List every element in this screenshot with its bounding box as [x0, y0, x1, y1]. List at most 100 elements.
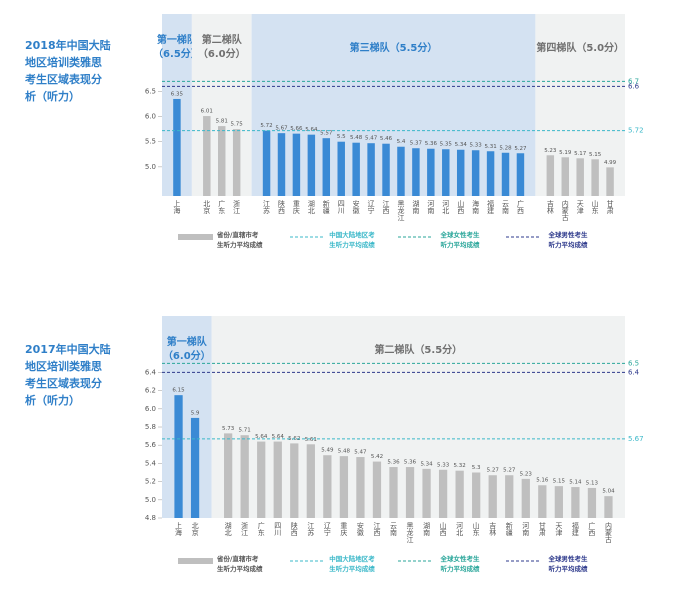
side-title: 2018年中国大陆: [25, 38, 111, 52]
legend-label: 听力平均成绩: [441, 564, 481, 573]
x-tick-label: 吉林: [546, 200, 554, 215]
value-label: 5.27: [487, 468, 500, 474]
reference-label: 6.4: [628, 368, 640, 376]
tier-score: （5.5分）: [414, 343, 462, 356]
x-tick-label: 天津: [576, 200, 584, 215]
bar: [262, 130, 271, 196]
bar: [554, 486, 563, 518]
value-label: 5.66: [290, 126, 303, 132]
value-label: 5.15: [589, 152, 602, 158]
legend-label: 全球女性考生: [440, 230, 481, 239]
bar: [571, 487, 580, 518]
x-tick-label: 广东: [218, 199, 226, 214]
bar: [591, 159, 599, 196]
legend-swatch: [178, 558, 213, 564]
value-label: 5.72: [260, 123, 272, 129]
y-tick-label: 5.0: [145, 496, 156, 504]
y-tick-label: 5.6: [145, 441, 157, 449]
bar: [257, 441, 266, 518]
legend-label: 听力平均成绩: [549, 240, 589, 249]
x-tick-label: 四川: [274, 522, 282, 536]
y-tick-label: 6.5: [145, 87, 156, 95]
value-label: 5.17: [574, 151, 587, 157]
x-tick-label: 云南: [390, 522, 398, 536]
tier-label: 第四梯队（5.0分）: [536, 41, 624, 54]
bar: [173, 98, 181, 196]
legend-label: 听力平均成绩: [441, 240, 481, 249]
value-label: 6.15: [172, 388, 185, 394]
bar: [576, 158, 584, 196]
value-label: 5.75: [231, 122, 244, 128]
x-tick-label: 黑龙江: [397, 200, 405, 222]
bar: [356, 457, 365, 518]
value-label: 5.15: [553, 479, 566, 485]
bar: [203, 116, 211, 196]
value-label: 5.9: [191, 410, 200, 416]
tier-score: （6.0分）: [163, 349, 211, 362]
bar: [501, 152, 510, 196]
x-tick-label: 新疆: [505, 521, 513, 537]
bar: [240, 435, 249, 518]
bar: [290, 443, 299, 518]
legend-label: 全球男性考生: [548, 554, 589, 563]
value-label: 5.48: [350, 135, 363, 141]
legend-label: 生听力平均成绩: [329, 240, 375, 249]
y-tick-label: 5.2: [145, 478, 156, 486]
x-tick-label: 新疆: [322, 199, 330, 215]
value-label: 5.42: [371, 454, 383, 460]
bar: [224, 433, 233, 518]
value-label: 5.35: [440, 142, 453, 148]
side-title: 析（听力）: [25, 89, 80, 103]
bar: [232, 129, 241, 196]
x-tick-label: 山东: [591, 199, 599, 214]
value-label: 5.16: [536, 478, 549, 484]
x-tick-label: 重庆: [292, 200, 300, 215]
bar: [422, 468, 431, 518]
value-label: 5.48: [338, 449, 351, 455]
x-tick-label: 山西: [457, 199, 465, 215]
bar: [438, 469, 448, 518]
legend-label: 生听力平均成绩: [329, 564, 375, 573]
value-label: 5.64: [305, 127, 318, 133]
value-label: 5.5: [337, 134, 346, 140]
tier-label: 第三梯队（5.5分）: [350, 41, 438, 54]
bar: [472, 472, 481, 518]
value-label: 5.37: [410, 141, 423, 147]
bar: [337, 141, 345, 196]
value-label: 5.31: [484, 144, 496, 150]
x-tick-label: 黑龙江: [406, 522, 414, 544]
bar: [587, 487, 597, 518]
value-label: 5.81: [216, 119, 228, 125]
y-tick-label: 5.5: [145, 138, 156, 146]
x-tick-label: 安徽: [356, 521, 364, 537]
y-tick-label: 6.0: [145, 405, 156, 413]
tier-score: （5.5分）: [390, 41, 438, 54]
bar: [322, 138, 331, 196]
value-label: 5.34: [455, 142, 468, 148]
value-label: 5.33: [437, 462, 450, 468]
legend-swatch: [178, 234, 213, 240]
x-tick-label: 湖北: [307, 199, 315, 215]
value-label: 5.27: [514, 146, 527, 152]
bar: [397, 146, 405, 196]
x-tick-label: 广西: [588, 521, 596, 537]
reference-label: 5.72: [628, 127, 644, 135]
reference-label: 6.5: [628, 359, 639, 367]
bar: [367, 143, 375, 196]
value-label: 6.01: [201, 109, 213, 115]
tier-name: 第一梯队: [167, 335, 208, 348]
bar: [382, 143, 390, 196]
bar: [486, 151, 495, 196]
value-label: 5.23: [520, 471, 533, 477]
y-tick-label: 6.0: [145, 113, 156, 121]
value-label: 5.33: [470, 143, 483, 149]
side-title: 地区培训类雅思: [25, 55, 102, 69]
x-tick-label: 陕西: [277, 199, 285, 215]
legend-label: 省份/直辖市考: [216, 230, 259, 239]
bar: [521, 478, 530, 518]
value-label: 5.61: [305, 437, 317, 443]
bar: [516, 153, 525, 196]
bar: [561, 157, 569, 196]
value-label: 5.71: [239, 428, 251, 434]
bar: [427, 148, 435, 196]
